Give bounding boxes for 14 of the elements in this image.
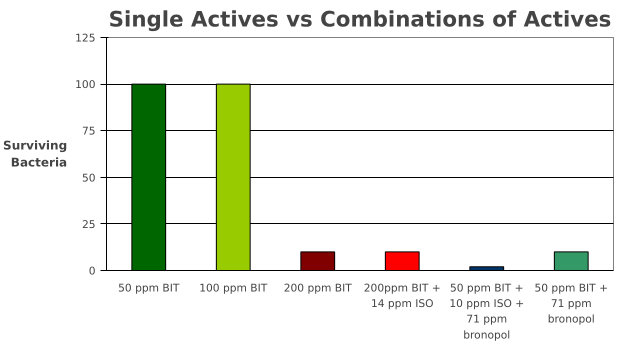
- x-tick-label: 200ppm BIT + 14 ppm ISO: [364, 282, 441, 310]
- chart-title: Single Actives vs Combinations of Actives: [108, 8, 612, 32]
- x-tick-label: 50 ppm BIT: [118, 282, 180, 294]
- x-tick-label: 100 ppm BIT: [199, 282, 268, 294]
- y-tick-label: 25: [82, 218, 96, 231]
- x-tick-label: 200 ppm BIT: [284, 282, 352, 294]
- y-tick-label: 125: [75, 32, 96, 44]
- x-tick-label: 50 ppm BIT + 10 ppm ISO + 71 ppm bronopol: [449, 282, 524, 342]
- y-tick-label: 50: [82, 171, 96, 184]
- y-axis-title: Surviving Bacteria: [3, 138, 68, 170]
- y-tick-label: 75: [82, 124, 96, 138]
- x-tick-label: 50 ppm BIT + 71 ppm bronopol: [534, 282, 608, 326]
- y-tick-label: 0: [88, 264, 96, 278]
- y-tick-label: 100: [75, 78, 96, 92]
